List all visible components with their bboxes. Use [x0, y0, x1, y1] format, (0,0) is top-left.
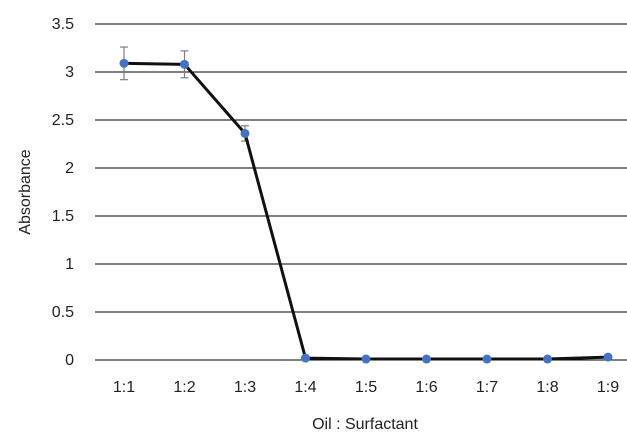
data-point [482, 354, 492, 364]
y-tick-label: 1 [65, 256, 74, 273]
series-layer [119, 58, 613, 364]
y-tick-label: 3 [65, 64, 74, 81]
data-point [361, 354, 371, 364]
y-axis-title: Absorbance [17, 149, 34, 234]
data-point [119, 58, 129, 68]
data-point [180, 59, 189, 69]
y-tick-label: 1.5 [52, 208, 74, 225]
x-tick-label: 1:5 [355, 379, 377, 396]
y-tick-label: 0 [65, 352, 74, 369]
y-axis-tick-labels: 0 0.5 1 1.5 2 2.5 3 3.5 [52, 16, 74, 369]
x-tick-label: 1:4 [294, 379, 316, 396]
x-tick-label: 1:2 [173, 379, 195, 396]
data-point [603, 352, 613, 362]
x-tick-label: 1:8 [536, 379, 558, 396]
y-tick-label: 2 [65, 160, 74, 177]
x-tick-label: 1:7 [476, 379, 498, 396]
data-point [301, 353, 310, 363]
data-point [240, 128, 250, 138]
x-axis-title: Oil : Surfactant [312, 416, 418, 433]
y-tick-label: 3.5 [52, 16, 74, 33]
y-tick-label: 2.5 [52, 112, 74, 129]
data-point [422, 354, 431, 364]
x-tick-label: 1:1 [113, 379, 135, 396]
x-tick-label: 1:9 [597, 379, 619, 396]
x-tick-label: 1:3 [234, 379, 256, 396]
x-axis-tick-labels: 1:1 1:2 1:3 1:4 1:5 1:6 1:7 1:8 1:9 [113, 379, 619, 396]
x-tick-label: 1:6 [415, 379, 437, 396]
gridlines [95, 23, 627, 361]
y-tick-label: 0.5 [52, 304, 74, 321]
data-point [543, 354, 552, 364]
series-line [123, 61, 609, 361]
